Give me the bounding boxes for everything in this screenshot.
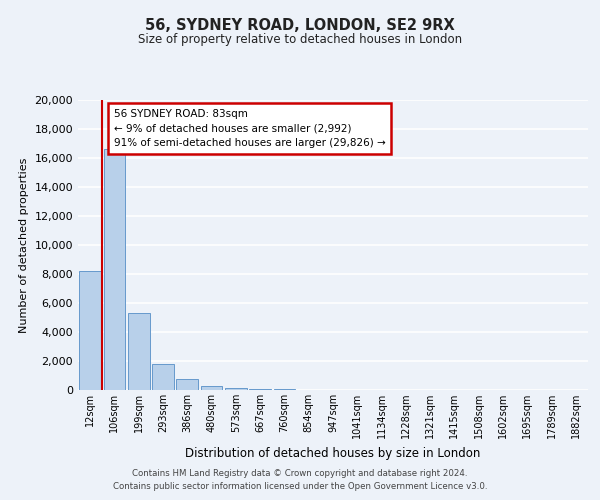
Text: Contains public sector information licensed under the Open Government Licence v3: Contains public sector information licen… bbox=[113, 482, 487, 491]
Text: 56, SYDNEY ROAD, LONDON, SE2 9RX: 56, SYDNEY ROAD, LONDON, SE2 9RX bbox=[145, 18, 455, 32]
Bar bbox=[104, 150, 125, 390]
Bar bbox=[176, 379, 198, 390]
Bar bbox=[200, 386, 223, 390]
Text: 56 SYDNEY ROAD: 83sqm
← 9% of detached houses are smaller (2,992)
91% of semi-de: 56 SYDNEY ROAD: 83sqm ← 9% of detached h… bbox=[114, 108, 385, 148]
Bar bbox=[225, 388, 247, 390]
Y-axis label: Number of detached properties: Number of detached properties bbox=[19, 158, 29, 332]
Bar bbox=[152, 364, 174, 390]
X-axis label: Distribution of detached houses by size in London: Distribution of detached houses by size … bbox=[185, 446, 481, 460]
Bar bbox=[128, 313, 149, 390]
Text: Size of property relative to detached houses in London: Size of property relative to detached ho… bbox=[138, 32, 462, 46]
Text: Contains HM Land Registry data © Crown copyright and database right 2024.: Contains HM Land Registry data © Crown c… bbox=[132, 468, 468, 477]
Bar bbox=[79, 271, 101, 390]
Bar bbox=[249, 389, 271, 390]
